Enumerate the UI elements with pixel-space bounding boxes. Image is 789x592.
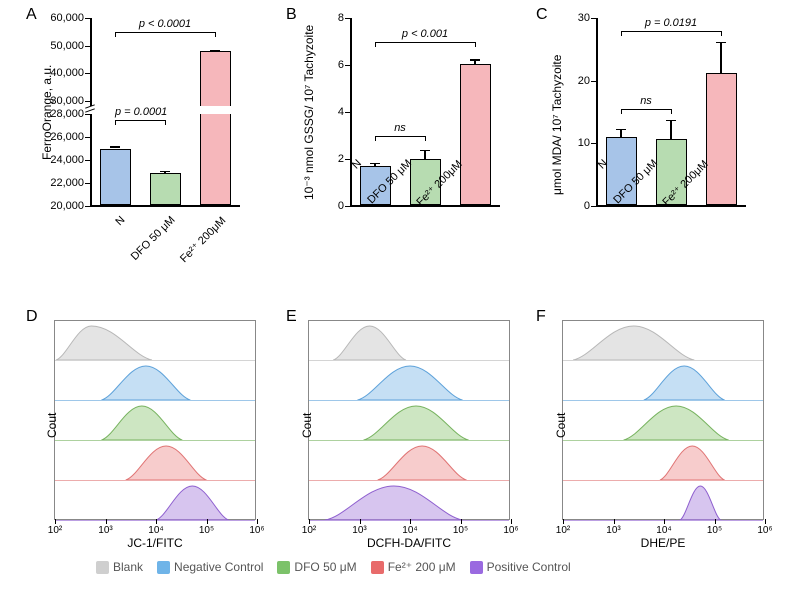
panel-label-a: A bbox=[26, 6, 37, 24]
panel-label-c: C bbox=[536, 6, 548, 24]
ylabel-a: FerroOrange, a.u. bbox=[40, 65, 54, 160]
histogram-d: 10²10³10⁴10⁵10⁶ bbox=[54, 320, 256, 520]
legend-item: DFO 50 μM bbox=[277, 560, 356, 574]
legend-item: Blank bbox=[96, 560, 143, 574]
bar-chart-c: 0102030NDFO 50 μMFe²⁺ 200μMnsp = 0.0191 bbox=[596, 18, 746, 206]
histogram-e: 10²10³10⁴10⁵10⁶ bbox=[308, 320, 510, 520]
legend-item: Fe²⁺ 200 μM bbox=[371, 560, 456, 574]
panel-label-b: B bbox=[286, 6, 297, 24]
ylabel-c: μmol MDA/ 10⁷ Tachyzoite bbox=[550, 55, 564, 195]
histo-xlabel-d: JC-1/FITC bbox=[54, 536, 256, 550]
panel-label-d: D bbox=[26, 308, 38, 326]
figure: A B C D E F 20,00022,00024,00026,00028,0… bbox=[0, 0, 789, 592]
legend-item: Negative Control bbox=[157, 560, 263, 574]
legend-item: Positive Control bbox=[470, 560, 571, 574]
bar bbox=[706, 73, 737, 205]
bar bbox=[460, 64, 491, 205]
histo-ylabel-d: Cout bbox=[45, 413, 59, 438]
ylabel-b: 10⁻³ nmol GSSG/ 10⁷ Tachyzoite bbox=[302, 25, 316, 200]
histo-xlabel-f: DHE/PE bbox=[562, 536, 764, 550]
histo-ylabel-e: Cout bbox=[300, 413, 314, 438]
histogram-f: 10²10³10⁴10⁵10⁶ bbox=[562, 320, 764, 520]
panel-label-f: F bbox=[536, 308, 546, 326]
panel-label-e: E bbox=[286, 308, 297, 326]
histo-xlabel-e: DCFH-DA/FITC bbox=[308, 536, 510, 550]
bar-chart-b: 02468NDFO 50 μMFe²⁺ 200μMnsp < 0.001 bbox=[350, 18, 500, 206]
legend: Blank Negative Control DFO 50 μM Fe²⁺ 200 μ… bbox=[96, 560, 571, 574]
histo-ylabel-f: Cout bbox=[554, 413, 568, 438]
bar-chart-a: 20,00022,00024,00026,00028,00030,00040,0… bbox=[90, 18, 240, 206]
